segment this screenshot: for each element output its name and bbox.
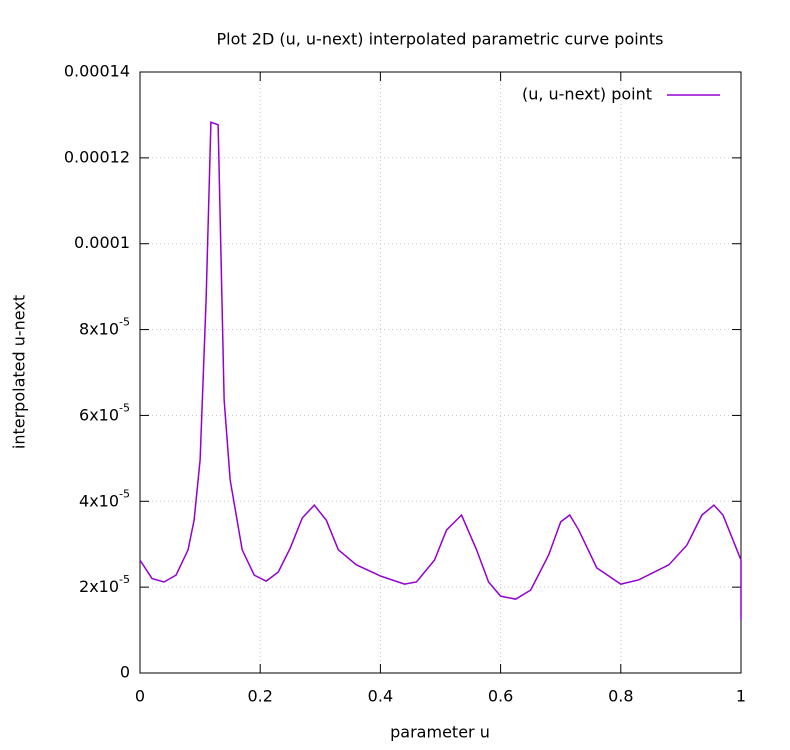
y-tick-label: 0 <box>120 663 130 682</box>
x-tick-label: 0.4 <box>368 687 393 706</box>
y-tick-label: 8x10-5 <box>79 316 130 339</box>
legend-label: (u, u-next) point <box>522 85 652 104</box>
chart-title: Plot 2D (u, u-next) interpolated paramet… <box>217 30 664 49</box>
y-tick-label: 2x10-5 <box>79 573 130 596</box>
x-tick-label: 0.2 <box>247 687 272 706</box>
data-line <box>139 121 742 621</box>
y-tick-label: 0.0001 <box>74 233 130 252</box>
x-axis-label: parameter u <box>390 723 490 742</box>
y-tick-label: 0.00012 <box>64 147 130 166</box>
plot-border <box>139 71 742 674</box>
y-tick-label: 0.00014 <box>64 62 130 81</box>
x-tick-label: 0.8 <box>608 687 633 706</box>
x-tick-label: 1 <box>736 687 746 706</box>
x-tick-label: 0.6 <box>488 687 513 706</box>
y-axis-label: interpolated u-next <box>10 295 29 449</box>
y-tick-label: 6x10-5 <box>79 401 130 424</box>
y-tick-label: 4x10-5 <box>79 487 130 510</box>
x-tick-label: 0 <box>135 687 145 706</box>
